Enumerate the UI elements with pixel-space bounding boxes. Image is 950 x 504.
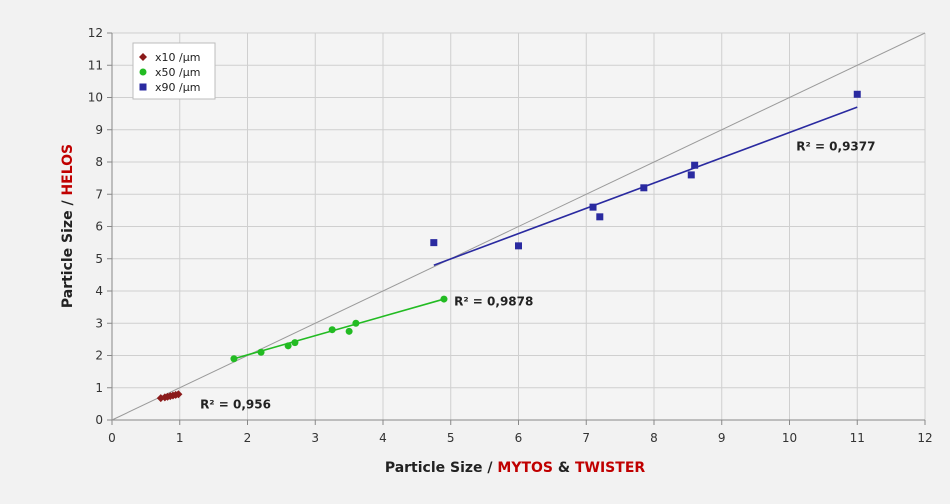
y-tick-label: 10 bbox=[88, 91, 103, 105]
x-tick-label: 11 bbox=[850, 431, 865, 445]
y-tick-label: 0 bbox=[95, 413, 103, 427]
y-tick-label: 3 bbox=[95, 316, 103, 330]
point-x90 bbox=[589, 203, 597, 211]
x-tick-label: 0 bbox=[108, 431, 116, 445]
x-tick-labels: 0 1 2 3 4 5 6 7 8 9 10 11 12 bbox=[108, 431, 932, 445]
x-tick-label: 6 bbox=[515, 431, 523, 445]
r2-label-x50: R² = 0,9878 bbox=[454, 295, 533, 309]
x-tick-label: 2 bbox=[244, 431, 252, 445]
y-tick-label: 11 bbox=[88, 58, 103, 72]
point-x90 bbox=[430, 239, 438, 247]
point-x50 bbox=[440, 295, 448, 303]
legend-marker-x50 bbox=[139, 68, 147, 76]
r2-label-x10: R² = 0,956 bbox=[200, 398, 271, 412]
point-x50 bbox=[345, 327, 353, 335]
y-tick-label: 12 bbox=[88, 26, 103, 40]
r2-label-x90: R² = 0,9377 bbox=[796, 140, 875, 154]
point-x90 bbox=[596, 213, 604, 221]
y-tick-label: 7 bbox=[95, 187, 103, 201]
trendline-x50 bbox=[233, 298, 445, 360]
y-tick-label: 2 bbox=[95, 349, 103, 363]
legend: x10 /µm x50 /µm x90 /µm bbox=[132, 42, 216, 100]
legend-marker-x90 bbox=[139, 83, 147, 91]
x-tick-label: 9 bbox=[718, 431, 726, 445]
point-x90 bbox=[853, 90, 861, 98]
legend-label-x10: x10 /µm bbox=[155, 51, 200, 64]
point-x50 bbox=[284, 342, 292, 350]
x-axis-title-part4: TWISTER bbox=[575, 460, 645, 476]
legend-box bbox=[132, 42, 216, 100]
legend-label-x90: x90 /µm bbox=[155, 81, 200, 94]
point-x50 bbox=[328, 326, 336, 334]
y-axis-title-part2: HELOS bbox=[60, 144, 76, 196]
data-points bbox=[156, 90, 861, 403]
point-x90 bbox=[515, 242, 522, 250]
legend-marker-x10 bbox=[139, 53, 147, 61]
y-tick-label: 5 bbox=[95, 252, 103, 266]
y-axis-title-part1: Particle Size / bbox=[60, 196, 76, 309]
point-x10 bbox=[174, 390, 183, 399]
x-tick-label: 12 bbox=[917, 431, 932, 445]
x-tick-label: 4 bbox=[379, 431, 387, 445]
y-tick-label: 9 bbox=[95, 123, 103, 137]
x-tick-label: 7 bbox=[582, 431, 590, 445]
point-x50 bbox=[352, 319, 360, 327]
x-axis-title-part1: Particle Size / bbox=[385, 460, 498, 476]
point-x50 bbox=[230, 355, 238, 363]
x-axis-title-part3: & bbox=[553, 460, 575, 476]
x-tick-label: 8 bbox=[650, 431, 658, 445]
point-x90 bbox=[691, 161, 699, 169]
r-squared-labels: R² = 0,956 R² = 0,9878 R² = 0,9377 bbox=[200, 140, 875, 412]
y-tick-label: 8 bbox=[95, 155, 103, 169]
x-axis-title: Particle Size / MYTOS & TWISTER bbox=[385, 460, 646, 476]
x-tick-label: 3 bbox=[311, 431, 319, 445]
y-axis-title: Particle Size / HELOS bbox=[60, 144, 76, 308]
point-x90 bbox=[687, 171, 695, 179]
x-tick-label: 1 bbox=[176, 431, 184, 445]
x-tick-label: 5 bbox=[447, 431, 455, 445]
x-axis-title-part2: MYTOS bbox=[497, 460, 553, 476]
x-tick-label: 10 bbox=[782, 431, 797, 445]
point-x90 bbox=[640, 184, 648, 192]
y-tick-label: 6 bbox=[95, 220, 103, 234]
point-x50 bbox=[291, 339, 299, 347]
axes bbox=[107, 32, 926, 425]
y-tick-label: 4 bbox=[95, 284, 103, 298]
point-x50 bbox=[257, 348, 265, 356]
legend-label-x50: x50 /µm bbox=[155, 66, 200, 79]
y-tick-label: 1 bbox=[95, 381, 103, 395]
